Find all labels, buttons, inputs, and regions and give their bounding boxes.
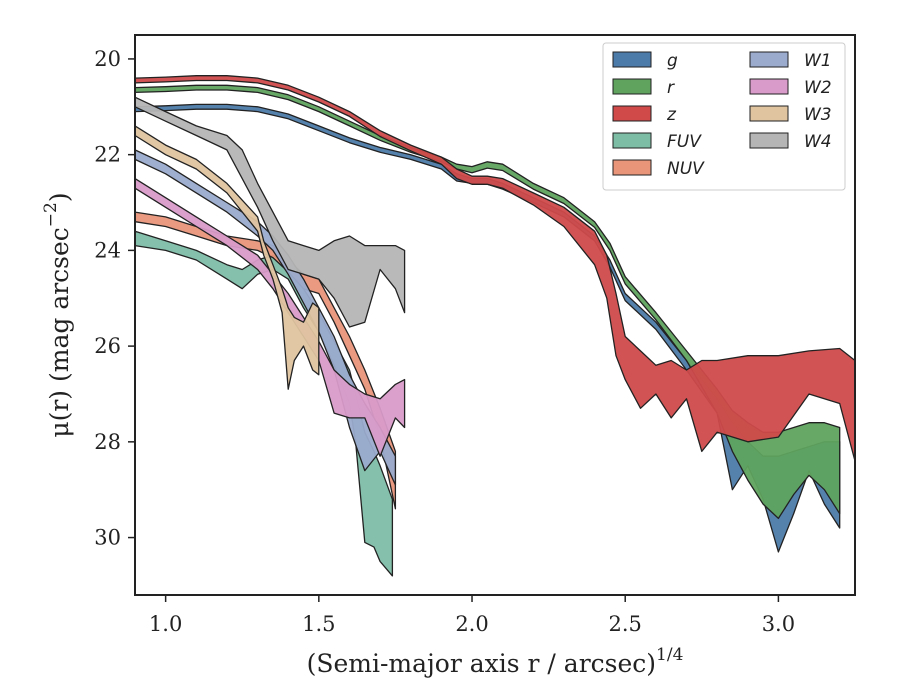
band-w1 [134, 149, 397, 486]
x-tick-label: 1.5 [302, 612, 335, 636]
legend-label-g: g [667, 51, 678, 71]
legend-label-w1: W1 [804, 51, 832, 71]
x-tick-label: 3.0 [762, 612, 795, 636]
band-w3 [134, 125, 320, 390]
y-axis: 20 22 24 26 28 30 [94, 47, 135, 550]
legend-swatch-w1 [749, 51, 789, 68]
y-tick-label: 22 [94, 143, 121, 167]
legend-label-r: r [667, 78, 675, 98]
legend-label-w3: W3 [804, 105, 832, 125]
legend-swatch-nuv [612, 159, 652, 176]
legend-swatch-g [612, 51, 652, 68]
plot-frame [134, 34, 856, 596]
x-tick-label: 2.0 [455, 612, 488, 636]
legend-label-w2: W2 [804, 78, 832, 98]
band-w4 [134, 96, 406, 328]
y-axis-label-superscript: −2 [41, 202, 61, 227]
legend-swatch-fuv [612, 132, 652, 149]
y-tick-label: 26 [94, 334, 121, 358]
legend-swatch-w3 [749, 105, 789, 122]
y-axis-label: μ(r) (mag arcsec−2) [41, 192, 74, 437]
y-tick-label: 28 [94, 430, 121, 454]
y-tick-label: 30 [94, 526, 121, 550]
legend-label-w4: W4 [804, 132, 832, 152]
x-tick-label: 2.5 [609, 612, 642, 636]
x-tick-label: 1.0 [149, 612, 182, 636]
legend-swatch-w2 [749, 78, 789, 95]
y-tick-label: 20 [94, 47, 121, 71]
legend-label-fuv: FUV [667, 132, 702, 152]
x-axis-label: (Semi-major axis r / arcsec)1/4 [307, 645, 684, 678]
legend-label-nuv: NUV [667, 159, 705, 179]
legend: grz FUV NUV W1 W2 W3 W4 [602, 42, 846, 191]
legend-label-z: z [666, 105, 677, 125]
series-bands [134, 75, 856, 577]
legend-swatch-r [612, 78, 652, 95]
legend-swatch-w4 [749, 132, 789, 149]
y-tick-label: 24 [94, 238, 121, 262]
legend-swatch-z [612, 105, 652, 122]
x-axis-label-superscript: 1/4 [656, 645, 683, 665]
x-axis: 1.0 1.5 2.0 2.5 3.0 [149, 595, 795, 636]
